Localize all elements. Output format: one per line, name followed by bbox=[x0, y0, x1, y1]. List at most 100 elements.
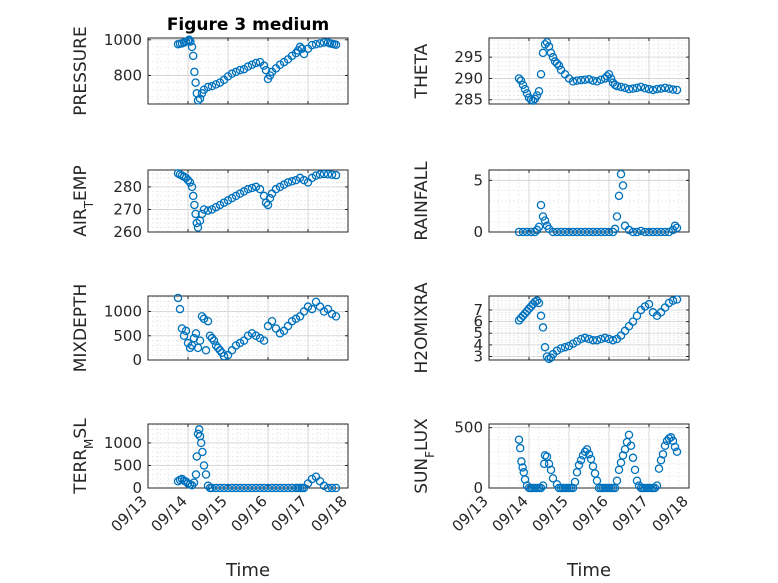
data-point bbox=[530, 227, 540, 237]
data-point bbox=[596, 227, 606, 237]
data-point bbox=[528, 96, 538, 105]
data-point bbox=[331, 483, 341, 493]
data-point bbox=[534, 86, 544, 96]
data-point bbox=[287, 483, 297, 493]
data-point bbox=[592, 335, 602, 345]
data-point bbox=[670, 442, 680, 452]
data-point bbox=[191, 329, 201, 338]
x-tick-label: 09/18 bbox=[308, 492, 351, 535]
data-point bbox=[580, 227, 590, 237]
data-point bbox=[319, 38, 329, 47]
data-point bbox=[223, 483, 233, 493]
y-tick-label: 7 bbox=[473, 301, 483, 319]
data-point bbox=[251, 483, 261, 493]
data-point bbox=[265, 193, 275, 203]
y-axis-label: THETA bbox=[412, 43, 432, 99]
data-point bbox=[632, 476, 642, 486]
data-point bbox=[518, 463, 527, 472]
data-point bbox=[518, 227, 528, 237]
x-tick-label: 09/17 bbox=[609, 492, 652, 535]
y-tick-label: 1000 bbox=[104, 31, 142, 49]
data-point bbox=[576, 334, 586, 344]
data-point bbox=[215, 483, 225, 493]
data-point bbox=[311, 39, 321, 49]
data-point bbox=[239, 483, 249, 493]
data-point bbox=[546, 465, 556, 475]
data-point bbox=[618, 181, 628, 190]
data-point bbox=[203, 316, 213, 326]
data-point bbox=[606, 74, 616, 83]
y-tick-label: 0 bbox=[132, 351, 142, 369]
data-point bbox=[247, 183, 257, 193]
data-point bbox=[522, 227, 532, 237]
data-point bbox=[196, 438, 206, 448]
data-point bbox=[564, 227, 574, 237]
data-point bbox=[191, 209, 200, 219]
data-point bbox=[198, 447, 207, 457]
data-point bbox=[307, 40, 317, 50]
y-tick-label: 1000 bbox=[104, 303, 142, 321]
data-point bbox=[580, 75, 590, 84]
data-point bbox=[626, 441, 636, 450]
data-point bbox=[552, 59, 562, 68]
y-tick-label: 295 bbox=[454, 48, 483, 66]
data-point bbox=[191, 78, 200, 87]
subplot-pressure: 800 1000 PRESSURE Figure 3 medium bbox=[71, 15, 349, 116]
data-point bbox=[556, 227, 566, 237]
data-point bbox=[668, 225, 678, 235]
y-tick-label: 500 bbox=[454, 419, 483, 437]
data-point bbox=[576, 455, 586, 465]
y-tick-label: 270 bbox=[113, 200, 142, 218]
data-point bbox=[201, 470, 211, 479]
data-point bbox=[536, 69, 546, 79]
data-point bbox=[323, 483, 333, 493]
axes-frame bbox=[147, 169, 349, 233]
data-point bbox=[624, 84, 634, 94]
data-point bbox=[610, 224, 620, 234]
data-point bbox=[331, 40, 341, 50]
data-point bbox=[640, 83, 650, 93]
data-point bbox=[519, 468, 529, 477]
data-point bbox=[582, 445, 592, 454]
y-axis-label: MIXDEPTH bbox=[71, 284, 91, 373]
data-point bbox=[279, 483, 289, 493]
data-point bbox=[616, 169, 626, 179]
data-point bbox=[235, 65, 245, 75]
y-tick-label: 500 bbox=[113, 456, 142, 474]
data-point bbox=[596, 334, 606, 344]
data-point bbox=[247, 60, 257, 70]
data-point bbox=[648, 227, 658, 237]
data-point bbox=[315, 170, 325, 179]
data-point bbox=[514, 435, 524, 444]
data-point bbox=[319, 169, 329, 179]
x-tick-label: 09/16 bbox=[569, 492, 612, 535]
data-point bbox=[517, 457, 526, 466]
subplot-theta: 285 290 295 THETA bbox=[412, 37, 690, 109]
data-point bbox=[538, 323, 548, 332]
y-axis-label: RAINFALL bbox=[412, 161, 432, 241]
data-point bbox=[540, 216, 550, 225]
data-point bbox=[190, 67, 199, 77]
y-tick-label: 3 bbox=[473, 348, 483, 366]
data-point bbox=[255, 184, 265, 194]
data-point bbox=[540, 451, 550, 460]
data-point bbox=[624, 225, 634, 235]
data-point bbox=[271, 483, 281, 493]
data-point bbox=[283, 178, 293, 187]
data-point bbox=[628, 84, 638, 93]
data-point bbox=[672, 295, 682, 304]
data-point bbox=[243, 62, 253, 71]
data-point bbox=[295, 42, 305, 52]
data-point bbox=[516, 76, 526, 85]
data-point bbox=[624, 430, 634, 440]
data-point bbox=[650, 483, 660, 493]
data-point bbox=[548, 227, 558, 237]
data-point bbox=[538, 481, 548, 490]
data-point bbox=[185, 343, 195, 353]
data-point bbox=[628, 317, 638, 326]
data-point bbox=[287, 177, 297, 186]
data-point bbox=[195, 336, 205, 345]
data-point bbox=[576, 75, 586, 85]
